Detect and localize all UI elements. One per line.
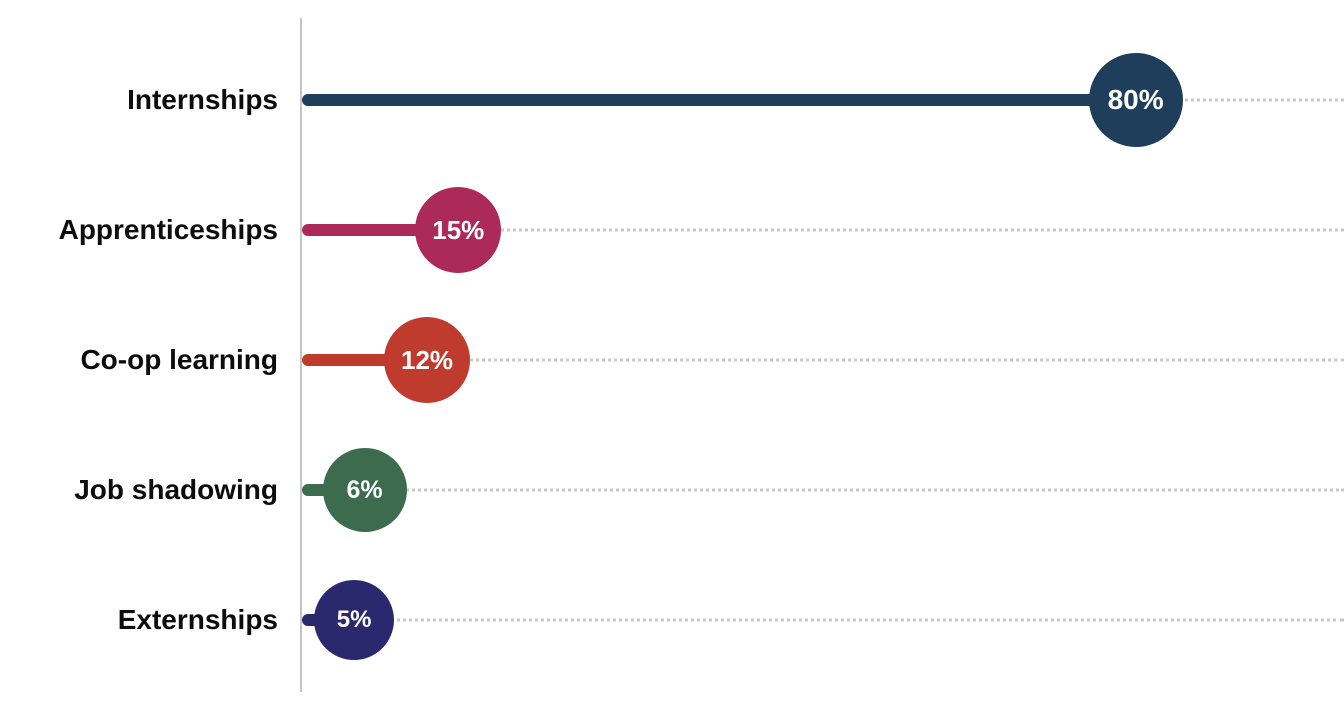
chart-row: Apprenticeships 15% — [0, 165, 1344, 295]
gridline-dotted — [427, 358, 1344, 362]
gridline-dotted — [1135, 98, 1344, 102]
gridline-dotted — [458, 228, 1344, 232]
y-axis-line — [300, 18, 302, 692]
lollipop-circle: 5% — [314, 580, 395, 660]
chart-row: Externships 5% — [0, 555, 1344, 685]
lollipop-circle: 12% — [384, 317, 471, 403]
value-label: 15% — [432, 214, 485, 245]
plot-area: 12% — [302, 295, 1344, 425]
plot-area: 5% — [302, 555, 1344, 685]
value-label: 12% — [401, 344, 454, 375]
value-label: 6% — [346, 475, 383, 504]
chart-rows: Internships 80% Apprenticeships 15% Co-op le… — [0, 35, 1344, 685]
value-label: 5% — [336, 606, 372, 633]
lollipop-stem — [302, 94, 1136, 106]
category-label: Apprenticeships — [58, 213, 278, 245]
category-label: Externships — [117, 603, 278, 635]
lollipop-circle: 15% — [415, 187, 502, 273]
chart-row: Co-op learning 12% — [0, 295, 1344, 425]
lollipop-circle: 80% — [1088, 53, 1183, 147]
category-label: Co-op learning — [80, 343, 278, 375]
gridline-dotted — [364, 488, 1344, 492]
category-label: Job shadowing — [74, 473, 278, 505]
value-label: 80% — [1107, 84, 1164, 115]
plot-area: 80% — [302, 35, 1344, 165]
plot-area: 15% — [302, 165, 1344, 295]
category-label: Internships — [127, 83, 278, 115]
chart-row: Job shadowing 6% — [0, 425, 1344, 555]
lollipop-circle: 6% — [322, 448, 407, 532]
plot-area: 6% — [302, 425, 1344, 555]
gridline-dotted — [354, 618, 1344, 622]
chart-row: Internships 80% — [0, 35, 1344, 165]
